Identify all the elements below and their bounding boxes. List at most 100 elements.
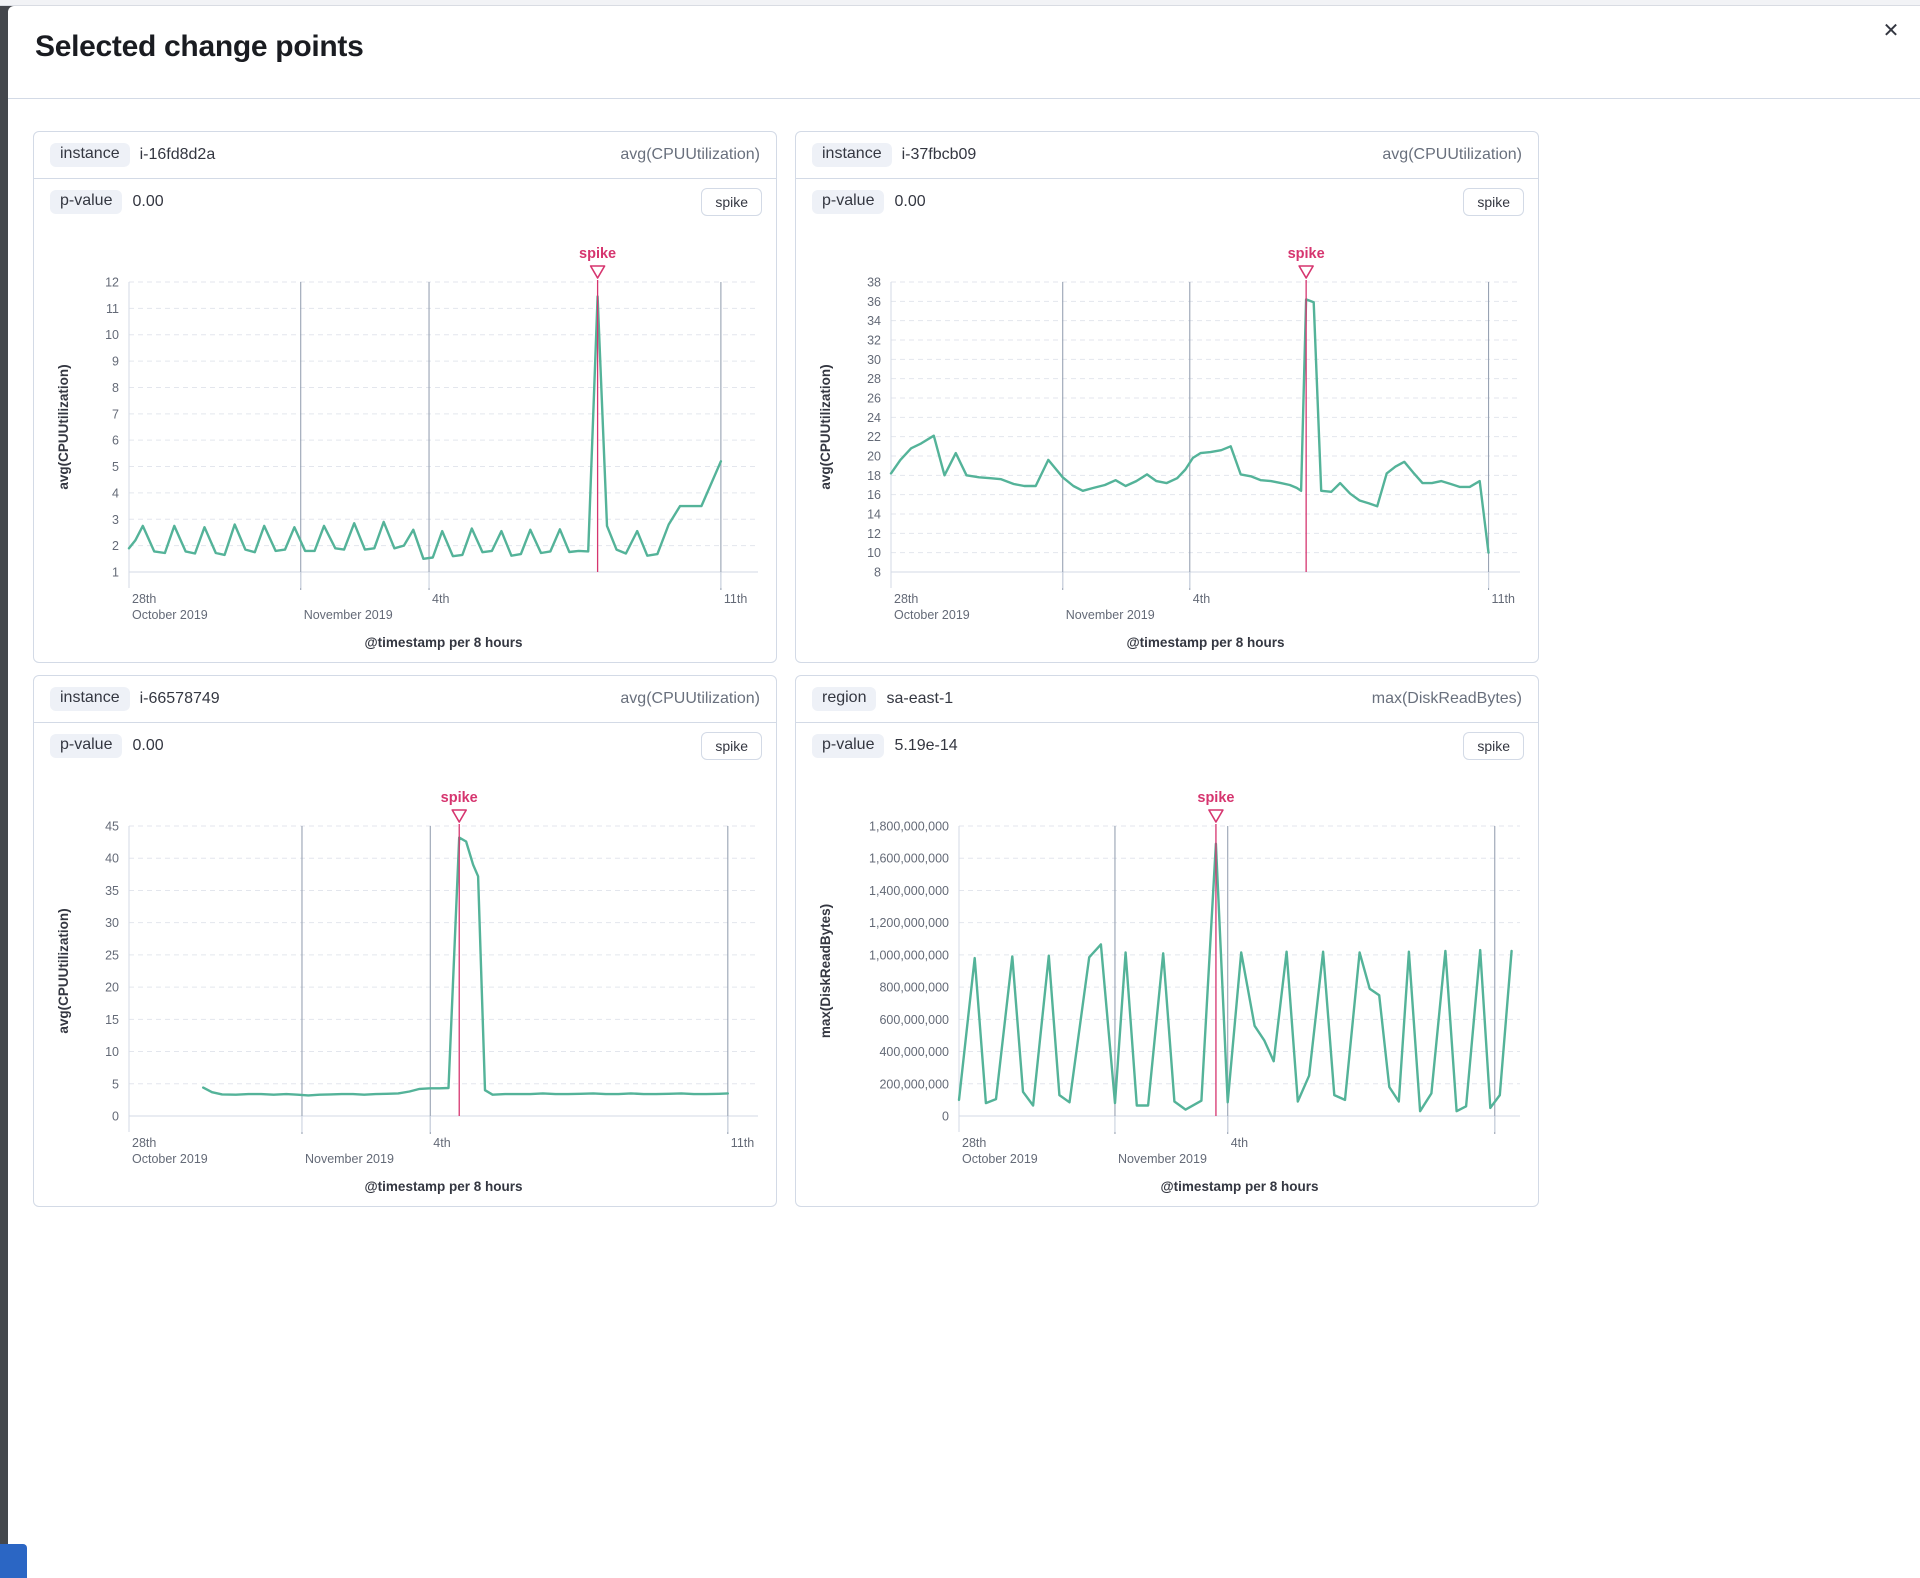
panel-header-row: instance i-66578749 avg(CPUUtilization) [34, 676, 776, 723]
svg-text:October 2019: October 2019 [132, 1152, 208, 1166]
panel-pvalue-row: p-value 0.00 spike [34, 179, 776, 225]
svg-text:November 2019: November 2019 [304, 608, 393, 622]
svg-text:spike: spike [579, 246, 616, 262]
page-backdrop-edge [0, 6, 8, 1578]
svg-text:October 2019: October 2019 [132, 608, 208, 622]
svg-text:10: 10 [867, 546, 881, 560]
change-type-button[interactable]: spike [701, 188, 762, 216]
split-field-badge: region [812, 687, 877, 711]
svg-text:avg(CPUUtilization): avg(CPUUtilization) [56, 364, 71, 489]
svg-text:0: 0 [112, 1110, 119, 1124]
p-value: 0.00 [132, 737, 164, 754]
svg-text:4th: 4th [433, 1136, 450, 1150]
modal-header: Selected change points ✕ [8, 6, 1920, 99]
svg-text:28th: 28th [132, 592, 156, 606]
svg-text:@timestamp per 8 hours: @timestamp per 8 hours [365, 1179, 523, 1194]
svg-text:3: 3 [112, 513, 119, 527]
split-field-value: sa-east-1 [886, 690, 954, 707]
split-field-value: i-37fbcb09 [901, 146, 977, 163]
svg-text:26: 26 [867, 392, 881, 406]
p-value-badge: p-value [812, 734, 885, 758]
svg-text:8: 8 [112, 381, 119, 395]
svg-text:45: 45 [105, 820, 119, 834]
change-points-modal: Selected change points ✕ 1 2 3 4 5 6 7 8 9 10 11 12… [8, 6, 1920, 1578]
change-point-panel: 0 200,000,000 400,000,000 600,000,000 800,00… [795, 675, 1539, 1207]
p-value-badge: p-value [50, 190, 123, 214]
svg-text:6: 6 [112, 434, 119, 448]
panel-header-row: instance i-16fd8d2a avg(CPUUtilization) [34, 132, 776, 179]
svg-text:1: 1 [112, 566, 119, 580]
svg-text:1,200,000,000: 1,200,000,000 [869, 916, 949, 930]
metric-label: avg(CPUUtilization) [620, 690, 760, 707]
split-field-value: i-66578749 [139, 690, 220, 707]
svg-text:@timestamp per 8 hours: @timestamp per 8 hours [1127, 635, 1285, 650]
svg-text:32: 32 [867, 334, 881, 348]
split-field-badge: instance [50, 687, 130, 711]
svg-text:1,800,000,000: 1,800,000,000 [869, 820, 949, 834]
change-point-panel: 0 5 10 15 20 25 30 35 40 45 28th October 2019 Novemb… [33, 675, 777, 1207]
svg-text:30: 30 [105, 916, 119, 930]
svg-text:1,400,000,000: 1,400,000,000 [869, 884, 949, 898]
svg-text:4th: 4th [1193, 592, 1210, 606]
svg-text:November 2019: November 2019 [1066, 608, 1155, 622]
svg-text:max(DiskReadBytes): max(DiskReadBytes) [818, 904, 833, 1038]
svg-text:avg(CPUUtilization): avg(CPUUtilization) [56, 908, 71, 1033]
panel-header-row: region sa-east-1 max(DiskReadBytes) [796, 676, 1538, 723]
change-type-button[interactable]: spike [701, 732, 762, 760]
svg-text:1,600,000,000: 1,600,000,000 [869, 852, 949, 866]
svg-text:November 2019: November 2019 [305, 1152, 394, 1166]
svg-text:28th: 28th [962, 1136, 986, 1150]
svg-text:10: 10 [105, 328, 119, 342]
svg-text:4th: 4th [432, 592, 449, 606]
svg-text:18: 18 [867, 469, 881, 483]
svg-text:8: 8 [874, 566, 881, 580]
svg-text:5: 5 [112, 460, 119, 474]
svg-text:5: 5 [112, 1077, 119, 1091]
svg-text:28: 28 [867, 372, 881, 386]
metric-label: avg(CPUUtilization) [1382, 146, 1522, 163]
svg-text:1,000,000,000: 1,000,000,000 [869, 948, 949, 962]
svg-text:9: 9 [112, 355, 119, 369]
svg-text:11: 11 [106, 302, 119, 316]
svg-text:22: 22 [867, 430, 881, 444]
svg-text:0: 0 [942, 1110, 949, 1124]
metric-label: max(DiskReadBytes) [1371, 690, 1522, 707]
svg-text:800,000,000: 800,000,000 [879, 981, 949, 995]
svg-text:36: 36 [867, 295, 881, 309]
svg-text:October 2019: October 2019 [894, 608, 970, 622]
svg-text:35: 35 [105, 884, 119, 898]
change-point-panel: 1 2 3 4 5 6 7 8 9 10 11 12 28th October 2019 November … [33, 131, 777, 663]
svg-text:28th: 28th [894, 592, 918, 606]
svg-text:15: 15 [105, 1013, 119, 1027]
split-field-value: i-16fd8d2a [139, 146, 216, 163]
change-point-chart: 0 200,000,000 400,000,000 600,000,000 800,00… [818, 790, 1520, 1194]
close-icon[interactable]: ✕ [1878, 18, 1904, 44]
panel-header-row: instance i-37fbcb09 avg(CPUUtilization) [796, 132, 1538, 179]
svg-text:30: 30 [867, 353, 881, 367]
svg-text:November 2019: November 2019 [1118, 1152, 1207, 1166]
svg-text:40: 40 [105, 852, 119, 866]
svg-text:spike: spike [1288, 246, 1325, 262]
svg-text:12: 12 [105, 276, 119, 290]
metric-label: avg(CPUUtilization) [620, 146, 760, 163]
svg-text:October 2019: October 2019 [962, 1152, 1038, 1166]
svg-text:7: 7 [112, 407, 119, 421]
change-point-chart: 8 10 12 14 16 18 20 22 24 26 28 30 32 34 36 38 28th Octob… [818, 246, 1520, 650]
svg-text:avg(CPUUtilization): avg(CPUUtilization) [818, 364, 833, 489]
svg-text:2: 2 [112, 539, 119, 553]
svg-text:38: 38 [867, 276, 881, 290]
svg-text:spike: spike [1197, 790, 1234, 806]
split-field-badge: instance [50, 143, 130, 167]
floating-help-button[interactable] [0, 1544, 27, 1578]
panel-pvalue-row: p-value 0.00 spike [34, 723, 776, 769]
svg-text:20: 20 [105, 981, 119, 995]
split-field-badge: instance [812, 143, 892, 167]
p-value: 0.00 [894, 193, 926, 210]
p-value-badge: p-value [812, 190, 885, 214]
change-type-button[interactable]: spike [1463, 188, 1524, 216]
svg-text:11th: 11th [731, 1136, 754, 1150]
change-type-button[interactable]: spike [1463, 732, 1524, 760]
svg-text:25: 25 [105, 948, 119, 962]
svg-text:spike: spike [441, 790, 478, 806]
